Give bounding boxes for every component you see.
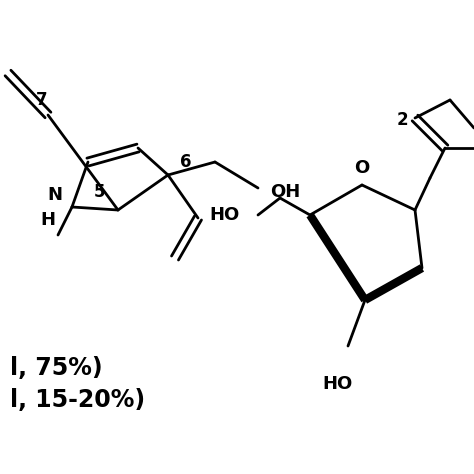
Text: 2: 2	[396, 111, 408, 129]
Text: 5: 5	[93, 183, 105, 201]
Text: H: H	[40, 211, 55, 229]
Text: 7: 7	[36, 91, 48, 109]
Text: HO: HO	[210, 206, 240, 224]
Text: O: O	[355, 159, 370, 177]
Text: 6: 6	[180, 153, 191, 171]
Text: l, 75%): l, 75%)	[10, 356, 103, 380]
Text: N: N	[47, 186, 62, 204]
Text: HO: HO	[323, 375, 353, 393]
Text: OH: OH	[270, 183, 300, 201]
Text: l, 15-20%): l, 15-20%)	[10, 388, 145, 412]
